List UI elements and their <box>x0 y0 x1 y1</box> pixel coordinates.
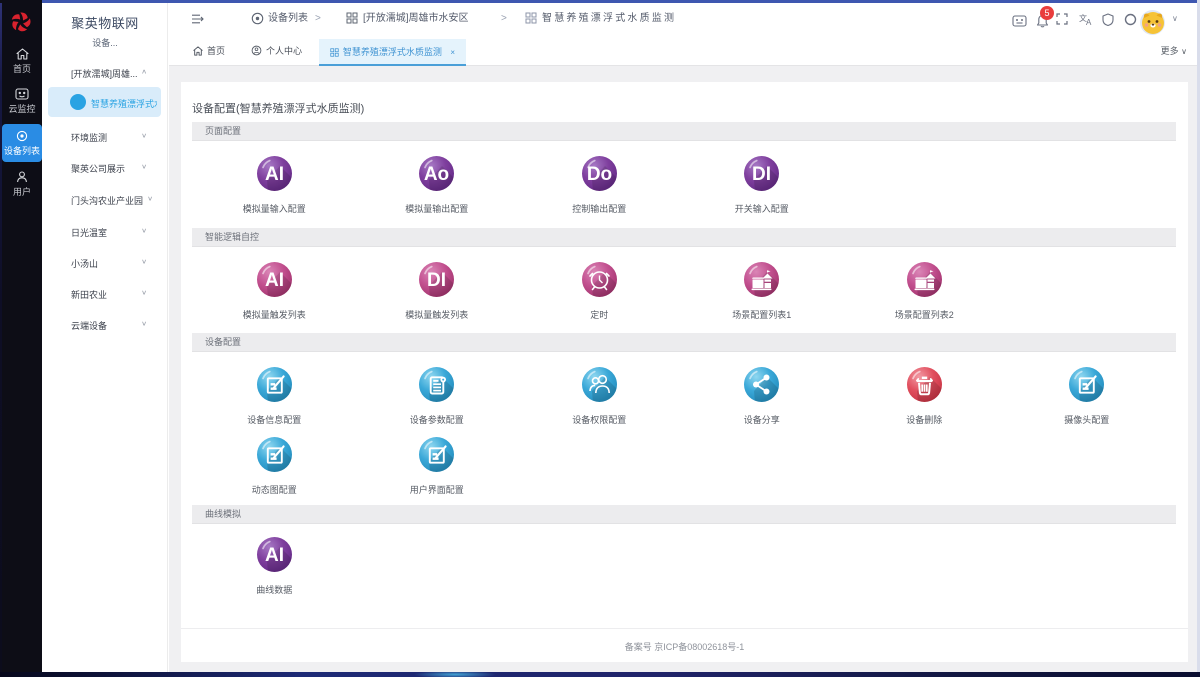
svg-text:Ao: Ao <box>424 164 449 185</box>
svg-text:Do: Do <box>587 164 612 185</box>
svg-text:AI: AI <box>265 270 284 291</box>
svg-text:DI: DI <box>752 164 771 185</box>
svg-text:A: A <box>1086 18 1092 26</box>
svg-text:DI: DI <box>427 270 446 291</box>
svg-text:AI: AI <box>265 545 284 566</box>
svg-text:文: 文 <box>1079 13 1087 23</box>
svg-text:AI: AI <box>265 164 284 185</box>
